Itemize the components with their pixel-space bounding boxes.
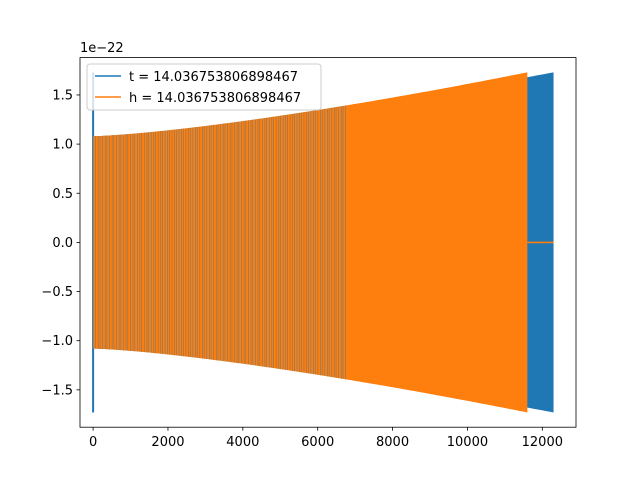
- plot-area: [92, 72, 554, 413]
- x-tick-label: 0: [89, 435, 97, 450]
- legend-box: [86, 63, 322, 111]
- x-tick-label: 10000: [447, 435, 488, 450]
- series-h-band: [93, 72, 528, 413]
- legend-label-h: h = 14.036753806898467: [129, 91, 301, 106]
- y-tick-label: 0.0: [52, 236, 73, 251]
- y-tick-label: 0.5: [52, 187, 73, 202]
- x-tick-label: 8000: [376, 435, 409, 450]
- series-h-oscillation: [92, 105, 346, 380]
- legend-label-t: t = 14.036753806898467: [129, 70, 298, 85]
- x-tick-label: 2000: [151, 435, 184, 450]
- x-tick-label: 6000: [301, 435, 334, 450]
- legend: t = 14.036753806898467 h = 14.0367538068…: [86, 63, 322, 111]
- y-tick-label: −0.5: [41, 285, 73, 300]
- x-tick-label: 4000: [226, 435, 259, 450]
- y-tick-label: 1.0: [52, 138, 73, 153]
- x-tick-label: 12000: [522, 435, 563, 450]
- y-tick-label: −1.0: [41, 334, 73, 349]
- y-axis: −1.5 −1.0 −0.5 0.0 0.5 1.0 1.5: [41, 88, 80, 398]
- y-tick-label: 1.5: [52, 88, 73, 103]
- x-axis: 0 2000 4000 6000 8000 10000 12000: [89, 427, 563, 450]
- y-offset-label: 1e−22: [80, 41, 124, 56]
- y-tick-label: −1.5: [41, 383, 73, 398]
